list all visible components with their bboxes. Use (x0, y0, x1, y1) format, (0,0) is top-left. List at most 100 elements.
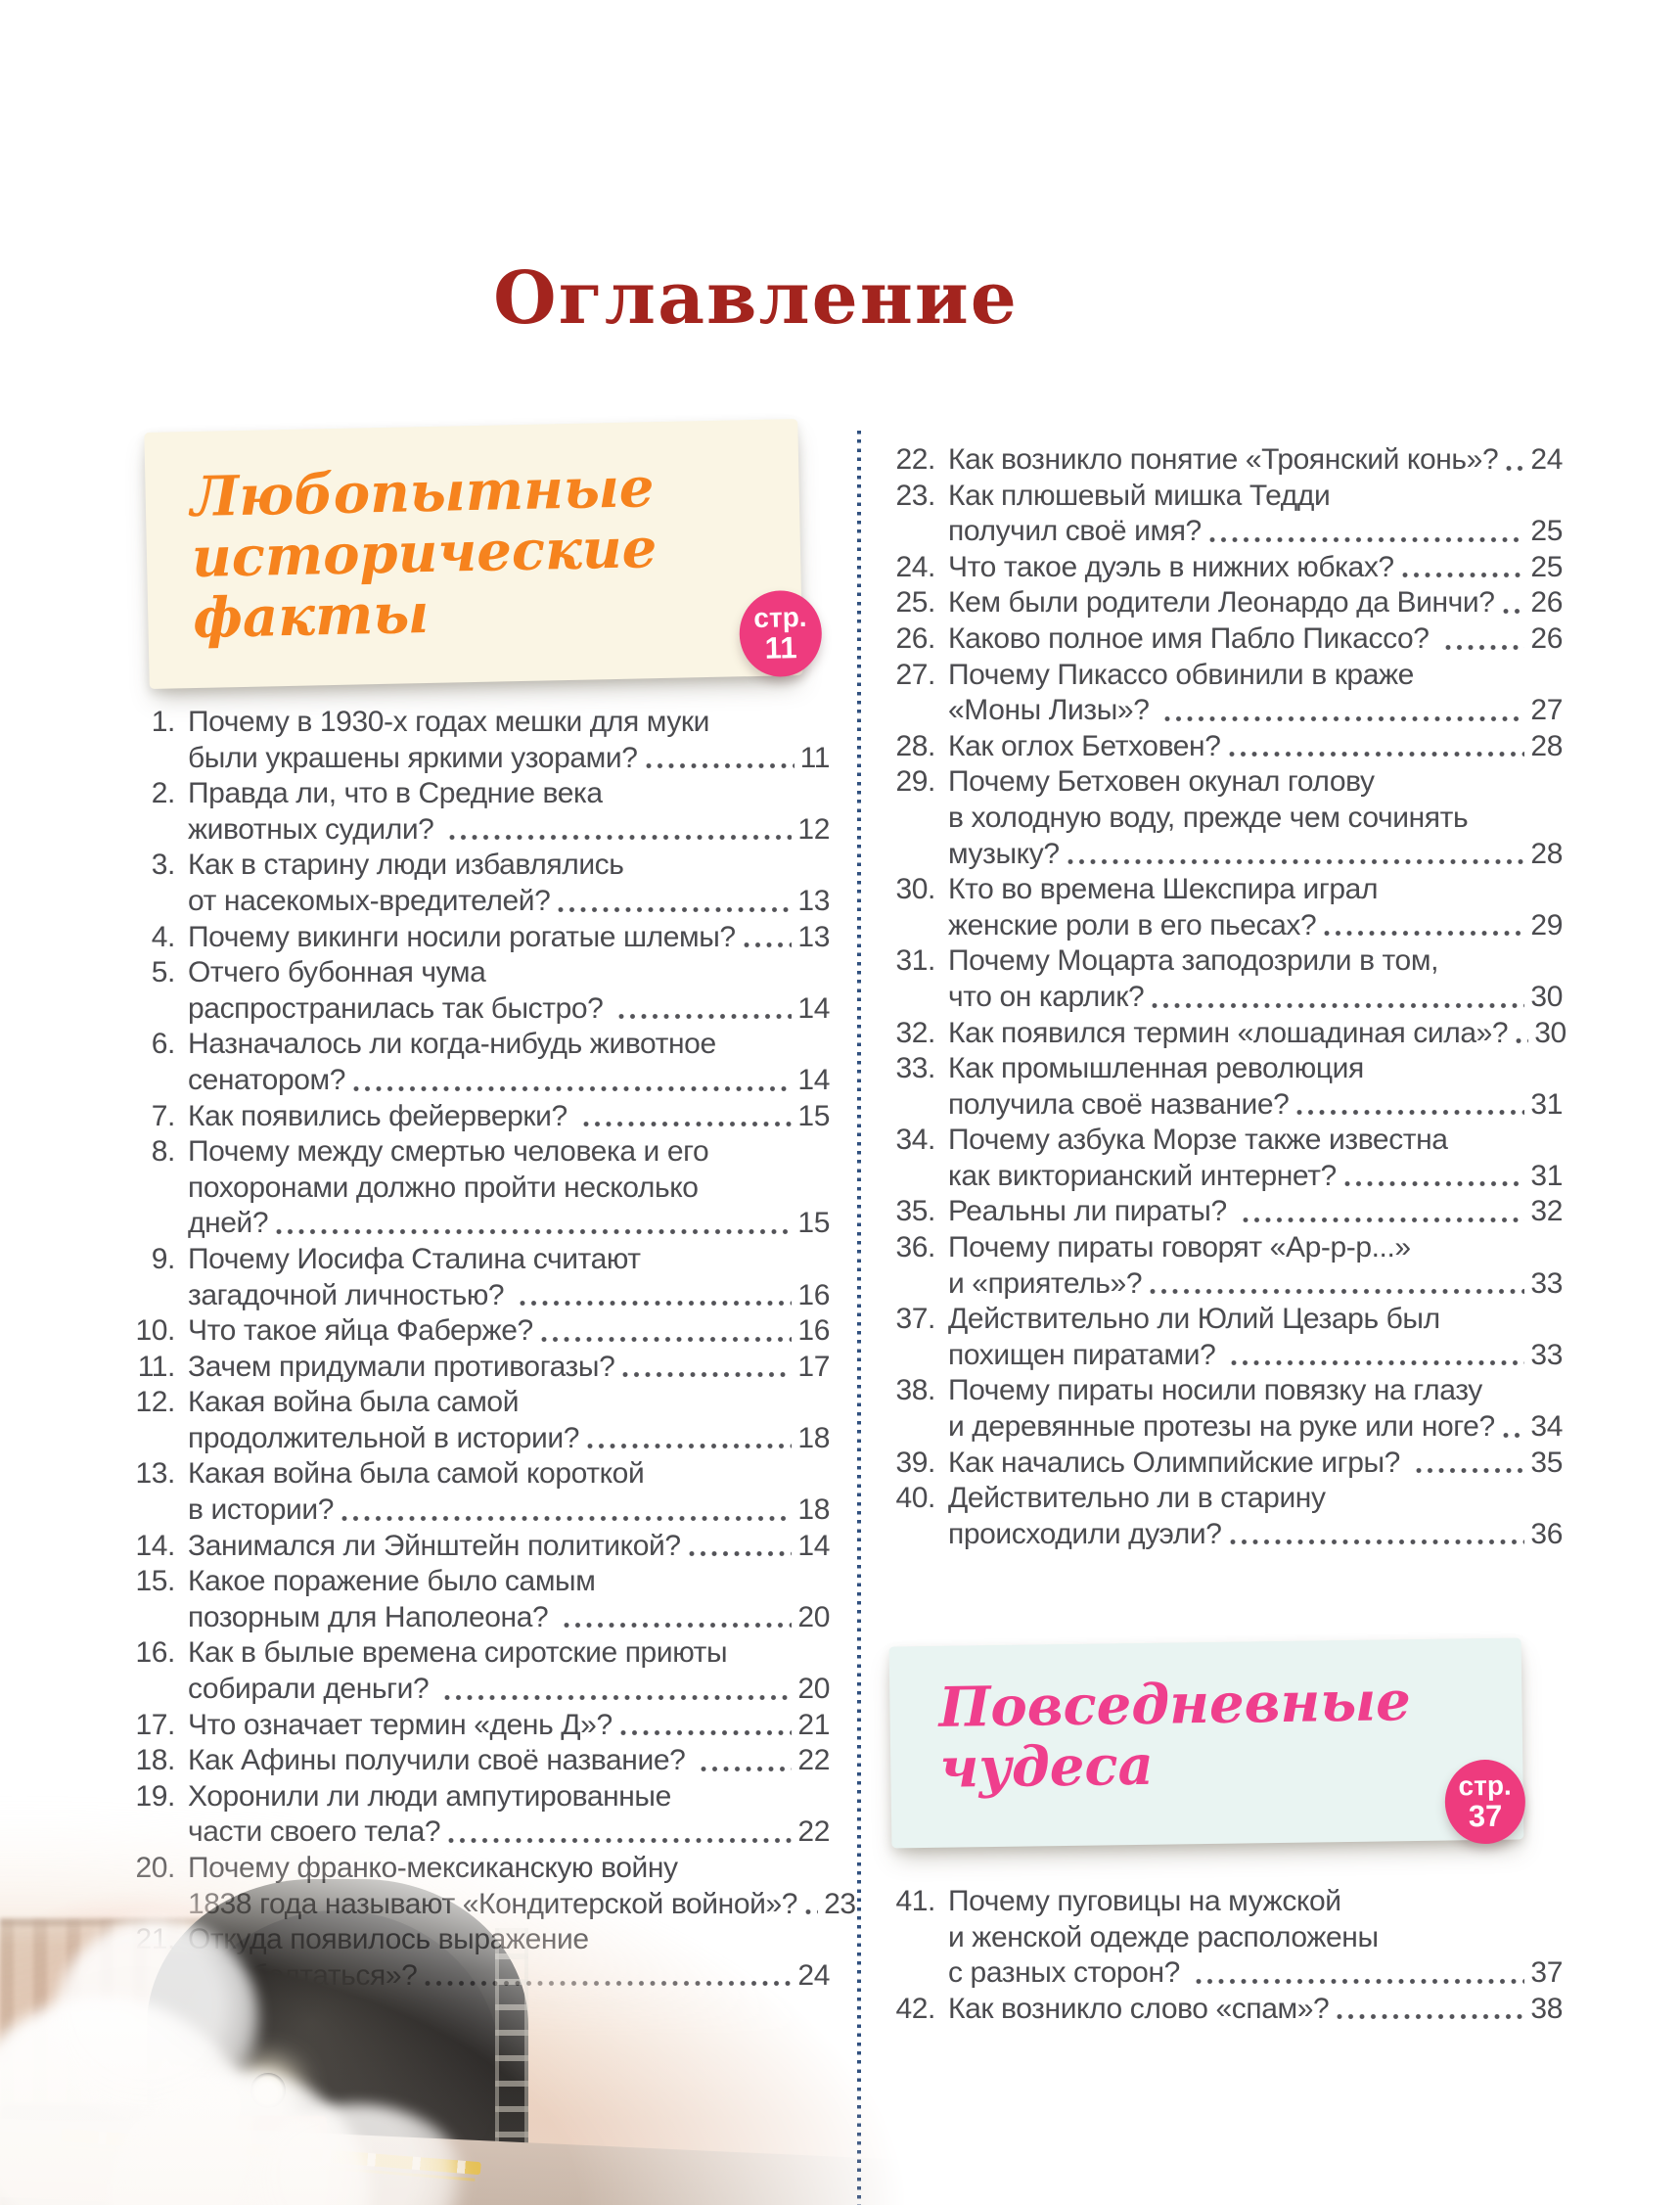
entry-page-number: 30 (1530, 980, 1563, 1013)
dot-leader (341, 1513, 793, 1523)
entry-page-number: 30 (1534, 1016, 1566, 1049)
entry-text: Как в старину люди избавлялись (188, 849, 624, 882)
entry-number: 26. (895, 621, 935, 655)
dot-leader (581, 1120, 793, 1129)
entry-number: 8. (151, 1135, 176, 1169)
toc-entry: 28. Как оглох Бетховен? 28 (885, 729, 1563, 765)
toc-entry: 14. Занимался ли Эйнштейн политикой? 14 (125, 1529, 830, 1565)
entry-text: Почему в 1930-х годах мешки для муки (188, 706, 709, 738)
entry-page-number: 17 (797, 1350, 830, 1383)
entry-page-number: 20 (797, 1600, 830, 1633)
entry-number: 17. (135, 1708, 175, 1741)
entry-text: Отчего бубонная чума (188, 956, 486, 989)
toc-entry: 34. Почему азбука Морзе также известна как… (885, 1123, 1563, 1194)
entry-text: животных судили? (188, 812, 442, 846)
toc-entry: 16. Как в былые времена сиротские приюты с… (125, 1635, 830, 1707)
dot-leader (1149, 1287, 1525, 1297)
entry-text: дней? (188, 1207, 269, 1240)
toc-entry: 31. Почему Моцарта заподозрили в том, что … (885, 943, 1563, 1015)
dot-leader (1230, 1358, 1525, 1368)
entry-number: 16. (135, 1636, 175, 1670)
dot-leader (443, 1692, 793, 1702)
entry-text: продолжительной в истории? (188, 1421, 579, 1454)
entry-text: загадочной личностью? (188, 1278, 513, 1311)
dot-leader (1501, 1430, 1525, 1440)
toc-entry: 40. Действительно ли в старину происходили… (885, 1481, 1563, 1552)
dot-leader (1295, 1108, 1525, 1118)
entry-number: 24. (895, 550, 935, 583)
entry-number: 6. (151, 1028, 176, 1061)
entry-text: похищен пиратами? (948, 1338, 1224, 1371)
entry-text: музыку? (948, 837, 1060, 870)
entry-text: Назначалось ли когда-нибудь животное (188, 1028, 716, 1061)
photo-haze-overlay (0, 1781, 988, 2205)
entry-text: Занимался ли Эйнштейн политикой? (188, 1529, 681, 1562)
dot-leader (700, 1764, 793, 1773)
dot-leader (586, 1442, 793, 1451)
entry-text: и деревянные протезы на руке или ноге? (948, 1410, 1495, 1444)
dot-leader (621, 1370, 793, 1380)
entry-page-number: 18 (797, 1493, 830, 1527)
toc-list-left: 1. Почему в 1930-х годах мешки для муки бы… (125, 705, 856, 1994)
toc-entry: 6. Назначалось ли когда-нибудь животное се… (125, 1027, 831, 1098)
entry-number: 3. (151, 849, 176, 882)
entry-text: Что означает термин «день Д»? (188, 1708, 613, 1741)
entry-text: Правда ли, что в Средние века (188, 777, 603, 810)
dot-leader (644, 761, 795, 771)
entry-page-number: 20 (797, 1673, 830, 1706)
toc-entry: 15. Какое поражение было самым позорным дл… (125, 1564, 830, 1635)
toc-list-right-top: 22. Как возникло понятие «Троянский конь»… (885, 442, 1566, 1552)
entry-text: Почему азбука Морзе также известна (948, 1124, 1448, 1157)
dot-leader (1228, 1538, 1525, 1547)
entry-page-number: 24 (1530, 443, 1563, 476)
toc-entry: 30. Кто во времена Шекспира играл женские … (885, 872, 1563, 943)
entry-page-number: 13 (797, 920, 830, 953)
toc-entry: 13. Какая война была самой короткой в исто… (125, 1456, 830, 1528)
entry-text: Что такое дуэль в нижних юбках? (948, 550, 1394, 583)
entry-number: 7. (151, 1099, 176, 1132)
entry-text: Какая война была самой (188, 1386, 520, 1419)
entry-text: и «приятель»? (948, 1266, 1143, 1300)
entry-text: собирали деньги? (188, 1673, 437, 1706)
toc-entry: 26. Каково полное имя Пабло Пикассо? 26 (885, 621, 1563, 658)
entry-number: 25. (895, 586, 935, 620)
entry-number: 23. (895, 479, 935, 512)
entry-number: 27. (895, 658, 935, 691)
entry-number: 28. (895, 729, 935, 762)
entry-page-number: 22 (797, 1744, 830, 1777)
entry-page-number: 31 (1530, 1159, 1563, 1192)
dot-leader (1194, 1976, 1525, 1986)
entry-page-number: 14 (797, 1529, 830, 1562)
entry-text: Как Афины получили своё название? (188, 1744, 694, 1777)
entry-page-number: 26 (1530, 621, 1563, 655)
entry-page-number: 11 (799, 741, 831, 774)
entry-text: были украшены яркими узорами? (188, 741, 638, 774)
section-card-historical-facts: Любопытные исторические факты стр. 11 (144, 419, 823, 689)
toc-entry: 3. Как в старину люди избавлялись от насек… (125, 848, 831, 919)
entry-page-number: 26 (1530, 586, 1563, 620)
heading-line: Повседневные (938, 1669, 1412, 1740)
locomotive-photo (0, 1781, 988, 2205)
entry-text: распространилась так быстро? (188, 991, 612, 1025)
toc-entry: 10. Что такое яйца Фаберже? 16 (125, 1313, 830, 1350)
entry-page-number: 35 (1530, 1446, 1563, 1479)
dot-leader (1227, 750, 1525, 759)
toc-entry: 25. Кем были родители Леонардо да Винчи? 2… (885, 585, 1563, 621)
toc-entry: 8. Почему между смертью человека и его пох… (125, 1134, 831, 1242)
entry-page-number: 28 (1530, 729, 1563, 762)
entry-text: Зачем придумали противогазы? (188, 1350, 615, 1383)
entry-text: Почему Бетховен окунал голову (948, 765, 1375, 799)
dot-leader (352, 1083, 793, 1093)
toc-entry: 36. Почему пираты говорят «Ар-р-р...» и «п… (885, 1230, 1563, 1302)
entry-page-number: 16 (797, 1278, 830, 1311)
entry-page-number: 31 (1530, 1087, 1563, 1121)
toc-entry: 5. Отчего бубонная чума распространилась т… (125, 955, 831, 1027)
entry-number: 39. (895, 1446, 935, 1479)
dot-leader (1336, 2012, 1525, 2022)
badge-prefix: стр. (753, 601, 807, 634)
entry-text: получила своё название? (948, 1087, 1290, 1121)
entry-number: 35. (895, 1195, 935, 1228)
entry-number: 34. (895, 1124, 935, 1157)
toc-entry: 17. Что означает термин «день Д»? 21 (125, 1708, 830, 1744)
dot-leader (1505, 463, 1525, 473)
